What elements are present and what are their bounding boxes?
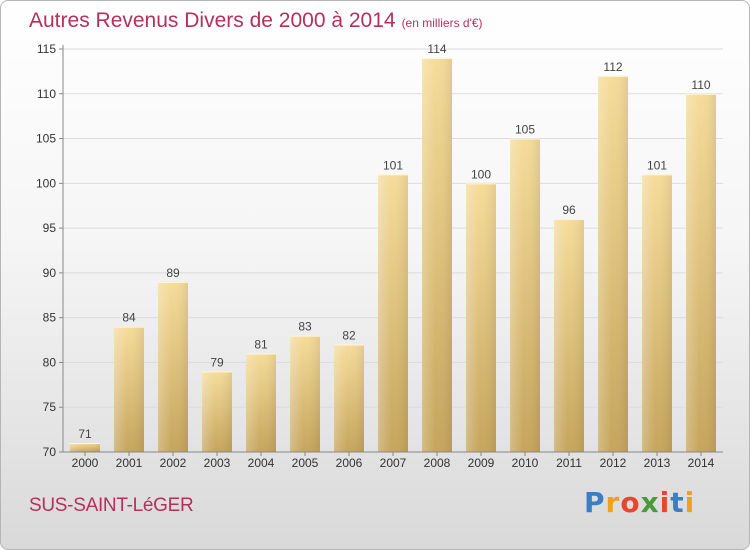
y-tick-label: 105 [36,132,56,146]
bar-value-label: 83 [298,320,312,334]
bar-value-label: 101 [647,158,667,172]
bar-value-label: 89 [166,266,180,280]
bar-value-label: 82 [342,329,356,343]
bar-value-label: 84 [122,311,136,325]
bar-shade [334,344,364,452]
bar-value-label: 81 [254,337,268,351]
bar-value-label: 96 [562,203,576,217]
x-tick-label: 2004 [248,456,275,470]
bar-shade [70,443,100,452]
y-tick-label: 75 [43,400,57,414]
bar-value-label: 71 [78,427,92,441]
chart-unit-note: (en milliers d'€) [401,16,483,30]
x-tick-label: 2012 [600,456,627,470]
bar-shade [246,353,276,452]
y-tick-label: 110 [37,87,56,101]
x-tick-label: 2002 [160,456,187,470]
bar-shade [158,281,188,452]
logo-letter: i [659,486,671,519]
x-tick-label: 2005 [292,456,319,470]
logo-letter: x [640,486,660,519]
bar-shade [686,93,716,453]
chart-title: Autres Revenus Divers de 2000 à 2014 (en … [29,9,483,33]
proxiti-logo: Proxiti [584,486,695,519]
x-tick-label: 2001 [116,456,143,470]
x-tick-label: 2000 [72,456,99,470]
y-tick-label: 115 [37,42,56,56]
y-tick-label: 95 [43,221,57,235]
bars: 71 84 89 79 81 83 82 101 114 100 105 96 112 101 110 [70,42,716,453]
bar-shade [422,57,452,452]
bar-value-label: 100 [471,167,491,181]
bar-value-label: 114 [427,42,446,56]
bar-shade [290,335,320,452]
bar-value-label: 112 [603,60,622,74]
bar-shade [378,174,408,452]
axes: 70 75 80 85 90 95 100 105 110 115 2000 2001 2002 2003… [36,42,723,470]
bar-shade [202,371,232,452]
x-tick-label: 2007 [380,456,407,470]
bar-value-label: 105 [515,123,535,137]
y-tick-label: 85 [43,311,57,325]
y-tick-label: 100 [36,176,56,190]
x-tick-label: 2008 [424,456,451,470]
chart-title-text: Autres Revenus Divers de 2000 à 2014 [29,9,396,32]
x-tick-label: 2013 [644,456,671,470]
logo-letter: t [670,486,685,519]
bar-shade [466,183,496,453]
bar-value-label: 110 [691,78,710,92]
logo-letter: P [584,486,606,519]
bar-shade [642,174,672,452]
bar-shade [510,138,540,453]
location-name: SUS-SAINT-LéGER [29,495,194,516]
bar-value-label: 79 [210,355,224,369]
y-tick-label: 70 [43,445,57,459]
logo-letter: r [605,486,621,519]
logo-letter: o [620,486,641,519]
x-tick-label: 2006 [336,456,363,470]
bar-value-label: 101 [383,158,403,172]
x-tick-label: 2010 [512,456,539,470]
y-tick-label: 90 [43,266,57,280]
x-tick-label: 2011 [556,456,582,470]
logo-letter: i [684,486,696,519]
y-tick-label: 80 [43,355,57,369]
bar-shade [598,75,628,452]
x-tick-label: 2003 [204,456,231,470]
x-tick-label: 2009 [468,456,495,470]
bar-shade [554,219,584,452]
bar-shade [114,326,144,452]
x-tick-label: 2014 [688,456,715,470]
